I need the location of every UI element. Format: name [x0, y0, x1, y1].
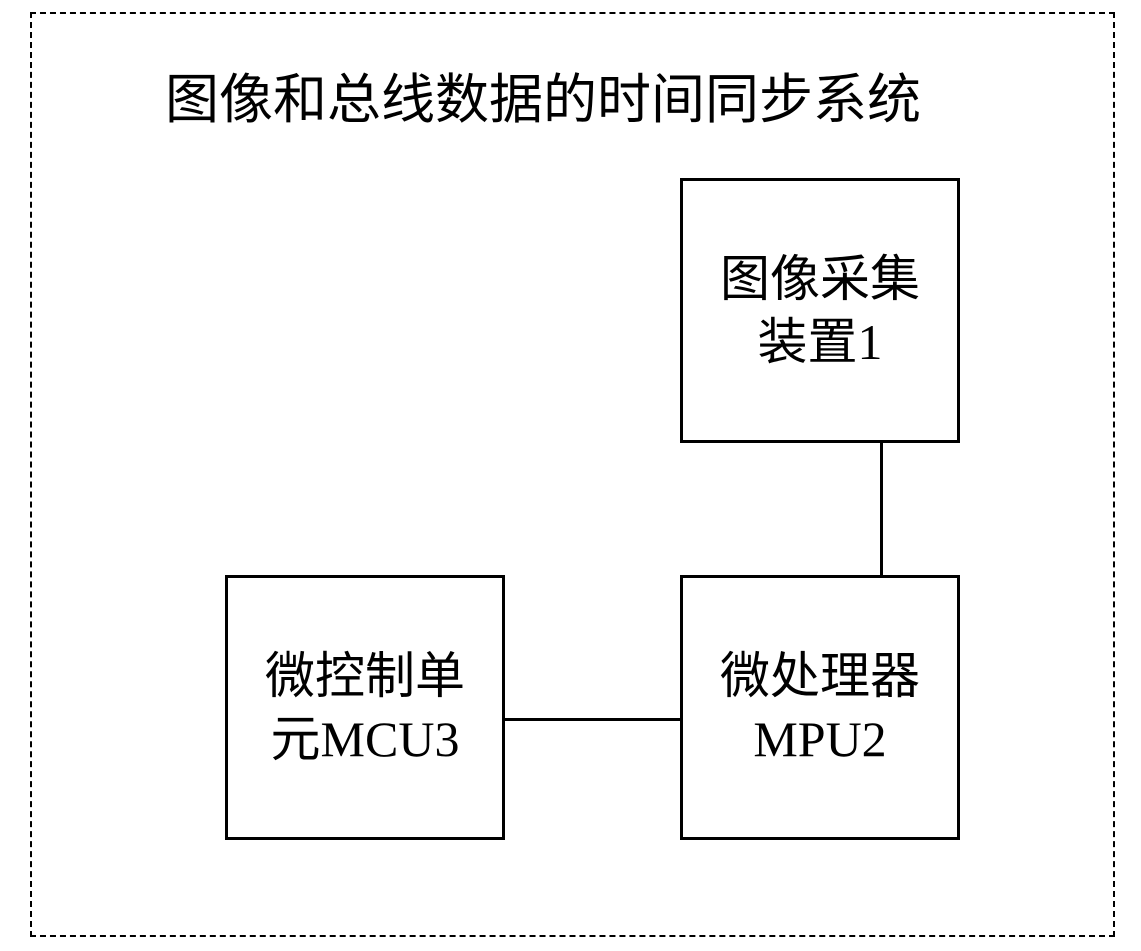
diagram-title: 图像和总线数据的时间同步系统 [165, 55, 921, 134]
node-mpu: 微处理器MPU2 [680, 575, 960, 840]
edge-capture-to-mpu [880, 443, 883, 575]
node-mpu-label: 微处理器MPU2 [720, 645, 920, 770]
node-mcu-label: 微控制单元MCU3 [265, 645, 465, 770]
node-mcu: 微控制单元MCU3 [225, 575, 505, 840]
node-image-capture-label: 图像采集装置1 [720, 248, 920, 373]
edge-mcu-to-mpu [505, 718, 680, 721]
node-image-capture: 图像采集装置1 [680, 178, 960, 443]
